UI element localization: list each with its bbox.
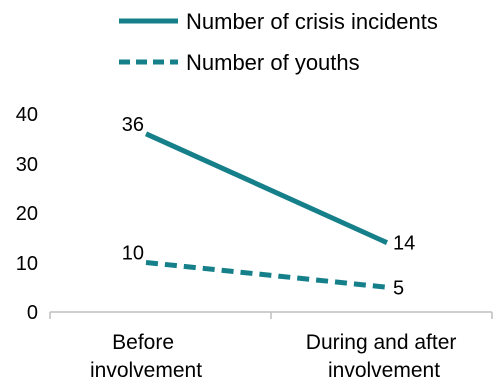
y-tick-label: 40 [16,104,38,126]
x-category-label-before: Before involvement [90,331,202,382]
y-tick-label: 30 [16,154,38,176]
legend: Number of crisis incidents Number of you… [119,9,438,75]
legend-label-youths: Number of youths [186,50,360,75]
data-label-youths-after: 5 [393,277,404,299]
series-line-crisis-incidents [144,131,389,245]
data-label-crisis-after: 14 [393,233,415,255]
y-axis: 0 10 20 30 40 [16,104,38,324]
y-tick-label: 0 [27,302,38,324]
x-category-line: Before [112,331,174,354]
plot-area [144,131,389,290]
legend-label-crisis-incidents: Number of crisis incidents [186,9,438,34]
x-category-line: During and after [306,331,457,354]
y-tick-label: 20 [16,203,38,225]
x-category-label-during-after: During and after involvement [306,331,462,382]
data-label-youths-before: 10 [122,243,144,265]
series-line-youths [145,260,388,290]
x-category-line: involvement [90,359,202,382]
data-label-crisis-before: 36 [122,114,144,136]
data-labels: 36 14 10 5 [122,114,416,299]
x-category-line: involvement [328,359,440,382]
y-tick-label: 10 [16,253,38,275]
x-axis: Before involvement During and after invo… [49,311,493,382]
